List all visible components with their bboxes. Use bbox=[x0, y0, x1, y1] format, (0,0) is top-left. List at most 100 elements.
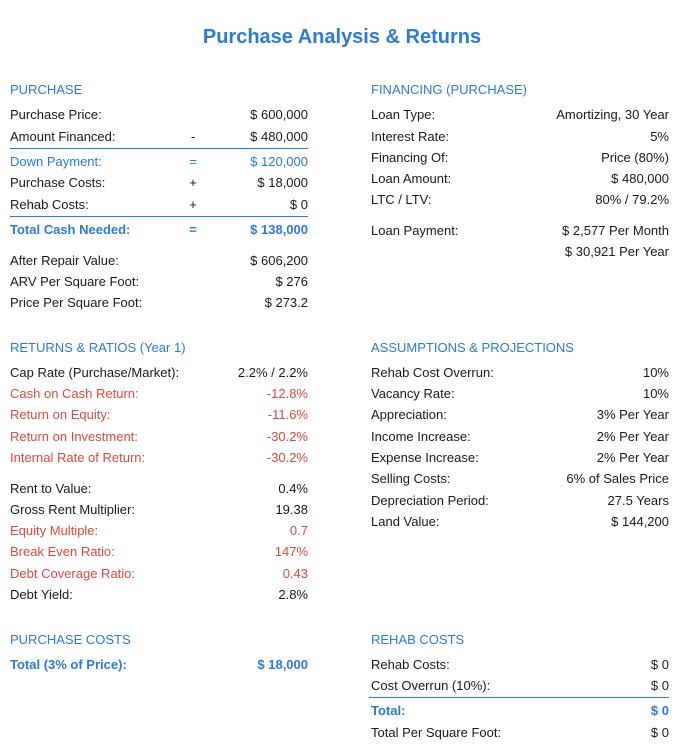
row-label: Total (3% of Price): bbox=[10, 657, 127, 672]
row-value: $ 0 bbox=[650, 725, 669, 740]
row-label: Equity Multiple: bbox=[10, 523, 99, 538]
row-label: Return on Investment: bbox=[10, 429, 138, 444]
land-value-row: Land Value: $ 144,200 bbox=[371, 513, 669, 531]
rehab-costs-row: Rehab Costs: + $ 0 bbox=[10, 196, 308, 214]
row-label: Rehab Cost Overrun: bbox=[371, 365, 494, 380]
row-value: $ 480,000 bbox=[611, 171, 669, 186]
row-label: Appreciation: bbox=[371, 407, 447, 422]
operator-minus: - bbox=[190, 129, 196, 144]
row-value: 27.5 Years bbox=[607, 493, 669, 508]
row-value: $ 276 bbox=[275, 274, 308, 289]
divider bbox=[10, 216, 308, 217]
rehab-costs-heading: REHAB COSTS bbox=[371, 632, 465, 647]
row-value: 2.8% bbox=[278, 587, 308, 602]
row-label: Depreciation Period: bbox=[371, 493, 489, 508]
row-label: Expense Increase: bbox=[371, 450, 479, 465]
operator-equals: = bbox=[189, 222, 197, 237]
row-value: Price (80%) bbox=[601, 150, 669, 165]
row-label: Debt Coverage Ratio: bbox=[10, 566, 136, 581]
row-value: 2% Per Year bbox=[596, 450, 669, 465]
purchase-costs-heading: PURCHASE COSTS bbox=[10, 632, 131, 647]
price-per-sqft-row: Price Per Square Foot: $ 273.2 bbox=[10, 294, 308, 312]
rent-to-value-row: Rent to Value: 0.4% bbox=[10, 480, 308, 498]
row-label: Down Payment: bbox=[10, 154, 102, 169]
gross-rent-multiplier-row: Gross Rent Multiplier: 19.38 bbox=[10, 501, 308, 519]
row-label: Rent to Value: bbox=[10, 481, 92, 496]
row-value: 0.7 bbox=[289, 523, 308, 538]
row-value: -30.2% bbox=[266, 450, 308, 465]
row-label: Total Per Square Foot: bbox=[371, 725, 502, 740]
operator-plus: + bbox=[189, 175, 197, 190]
row-label: Debt Yield: bbox=[10, 587, 73, 602]
financing-of-row: Financing Of: Price (80%) bbox=[371, 149, 669, 167]
row-label: Selling Costs: bbox=[371, 471, 451, 486]
arv-per-sqft-row: ARV Per Square Foot: $ 276 bbox=[10, 273, 308, 291]
down-payment-row: Down Payment: = $ 120,000 bbox=[10, 153, 308, 171]
divider bbox=[369, 697, 669, 698]
income-increase-row: Income Increase: 2% Per Year bbox=[371, 428, 669, 446]
expense-increase-row: Expense Increase: 2% Per Year bbox=[371, 449, 669, 467]
purchase-costs-total-row: Total (3% of Price): $ 18,000 bbox=[10, 656, 308, 674]
row-label: Loan Payment: bbox=[371, 223, 459, 238]
row-value: $ 606,200 bbox=[250, 253, 308, 268]
row-label: Price Per Square Foot: bbox=[10, 295, 143, 310]
row-value: 19.38 bbox=[275, 502, 308, 517]
returns-heading: RETURNS & RATIOS (Year 1) bbox=[10, 340, 186, 355]
row-value: $ 273.2 bbox=[264, 295, 308, 310]
row-value: 3% Per Year bbox=[596, 407, 669, 422]
row-label: Cost Overrun (10%): bbox=[371, 678, 491, 693]
row-label: Total: bbox=[371, 703, 406, 718]
cash-on-cash-row: Cash on Cash Return: -12.8% bbox=[10, 385, 308, 403]
row-value: Amortizing, 30 Year bbox=[556, 107, 669, 122]
loan-amount-row: Loan Amount: $ 480,000 bbox=[371, 170, 669, 188]
assumptions-heading: ASSUMPTIONS & PROJECTIONS bbox=[371, 340, 574, 355]
operator-plus: + bbox=[189, 197, 197, 212]
row-value: 6% of Sales Price bbox=[566, 471, 669, 486]
row-label: Vacancy Rate: bbox=[371, 386, 455, 401]
loan-payment-row: Loan Payment: $ 2,577 Per Month bbox=[371, 222, 669, 240]
loan-type-row: Loan Type: Amortizing, 30 Year bbox=[371, 106, 669, 124]
row-label: Cash on Cash Return: bbox=[10, 386, 139, 401]
row-value: 80% / 79.2% bbox=[595, 192, 669, 207]
loan-payment-yearly-row: $ 30,921 Per Year bbox=[371, 243, 669, 261]
cost-overrun-row: Cost Overrun (10%): $ 0 bbox=[371, 677, 669, 695]
row-value: $ 144,200 bbox=[611, 514, 669, 529]
break-even-ratio-row: Break Even Ratio: 147% bbox=[10, 543, 308, 561]
row-label: Loan Amount: bbox=[371, 171, 452, 186]
row-label: LTC / LTV: bbox=[371, 192, 432, 207]
row-label: Amount Financed: bbox=[10, 129, 116, 144]
row-label: After Repair Value: bbox=[10, 253, 119, 268]
row-label: Rehab Costs: bbox=[10, 197, 89, 212]
financing-heading: FINANCING (PURCHASE) bbox=[371, 82, 528, 97]
row-label: Interest Rate: bbox=[371, 129, 450, 144]
row-label: Financing Of: bbox=[371, 150, 449, 165]
row-label: Rehab Costs: bbox=[371, 657, 450, 672]
purchase-heading: PURCHASE bbox=[10, 82, 83, 97]
row-label: Internal Rate of Return: bbox=[10, 450, 146, 465]
equity-multiple-row: Equity Multiple: 0.7 bbox=[10, 522, 308, 540]
row-label: Land Value: bbox=[371, 514, 440, 529]
cap-rate-row: Cap Rate (Purchase/Market): 2.2% / 2.2% bbox=[10, 364, 308, 382]
rehab-overrun-row: Rehab Cost Overrun: 10% bbox=[371, 364, 669, 382]
row-value: 0.43 bbox=[282, 566, 308, 581]
row-value: $ 0 bbox=[650, 703, 669, 718]
row-value: 10% bbox=[642, 365, 669, 380]
debt-yield-row: Debt Yield: 2.8% bbox=[10, 586, 308, 604]
row-value: 5% bbox=[650, 129, 669, 144]
row-label: Purchase Price: bbox=[10, 107, 102, 122]
row-value: 2.2% / 2.2% bbox=[237, 365, 308, 380]
row-value: -30.2% bbox=[266, 429, 308, 444]
row-value: $ 120,000 bbox=[250, 154, 308, 169]
row-label: Cap Rate (Purchase/Market): bbox=[10, 365, 180, 380]
row-value: $ 600,000 bbox=[250, 107, 308, 122]
row-label: Total Cash Needed: bbox=[10, 222, 131, 237]
debt-coverage-ratio-row: Debt Coverage Ratio: 0.43 bbox=[10, 565, 308, 583]
row-value: $ 2,577 Per Month bbox=[562, 223, 669, 238]
row-value: 2% Per Year bbox=[596, 429, 669, 444]
row-value: -11.6% bbox=[267, 407, 308, 422]
selling-costs-row: Selling Costs: 6% of Sales Price bbox=[371, 470, 669, 488]
divider bbox=[10, 148, 308, 149]
row-label: Purchase Costs: bbox=[10, 175, 106, 190]
total-cash-needed-row: Total Cash Needed: = $ 138,000 bbox=[10, 221, 308, 239]
row-value: $ 18,000 bbox=[257, 175, 308, 190]
